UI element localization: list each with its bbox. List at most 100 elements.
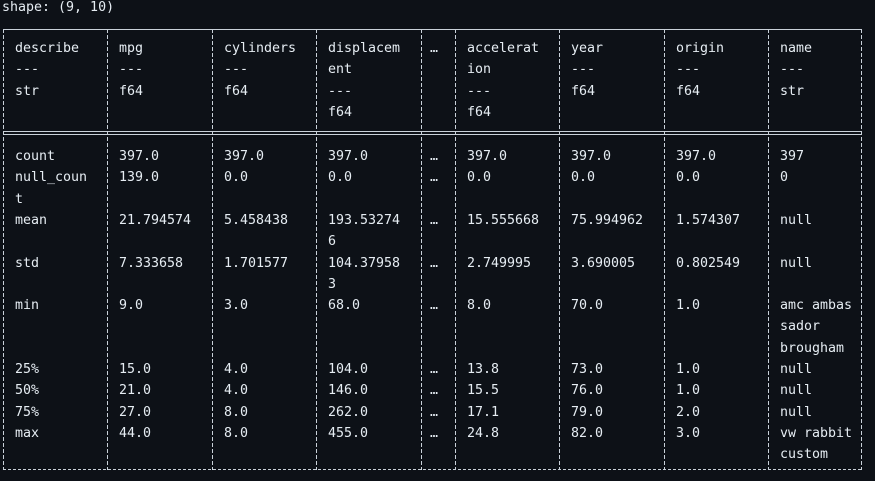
row-label: 75%: [15, 404, 40, 420]
table-cell: 262.0: [328, 404, 369, 420]
table-cell: 104.37958: [328, 255, 401, 271]
column-header: f64: [119, 83, 144, 99]
table-cell: 17.1: [467, 404, 500, 420]
table-cell: 76.0: [571, 383, 604, 399]
column-header: displacem: [328, 41, 401, 56]
table-cell: 1.0: [676, 298, 701, 314]
table-cell: 44.0: [119, 425, 152, 441]
table-cell: 21.794574: [119, 212, 192, 228]
table-cell: 397.0: [119, 149, 160, 164]
table-cell: 0.0: [224, 170, 249, 186]
table-cell: 1.0: [676, 383, 701, 399]
table-cell: 397.0: [328, 149, 369, 164]
table-cell: …: [430, 255, 439, 271]
table-cell: brougham: [780, 340, 845, 356]
table-cell: 3.0: [224, 298, 249, 314]
table-cell: 397.0: [224, 149, 265, 164]
table-cell: 146.0: [328, 383, 369, 399]
table-cell: 3.690005: [571, 255, 636, 271]
row-label: 25%: [15, 362, 40, 377]
dataframe-table: describe --- str mpg --- f64 cylinders --- f64 di…: [3, 27, 864, 472]
table-cell: 0.0: [467, 170, 492, 186]
table-cell: …: [430, 170, 439, 186]
column-header: ---: [15, 62, 40, 78]
column-header: ---: [676, 62, 701, 78]
table-cell: 104.0: [328, 362, 369, 377]
table-cell: …: [430, 298, 439, 314]
table-grid-lines: [3, 29, 862, 470]
row-label: null_coun: [15, 170, 88, 186]
column-header: ---: [328, 83, 353, 99]
table-cell: null: [780, 212, 813, 228]
table-cell: 6: [328, 234, 337, 250]
shape-label: shape: (9, 10): [2, 0, 115, 15]
table-cell: null: [780, 404, 813, 420]
table-cell: 397.0: [571, 149, 612, 164]
table-cell: 15.0: [119, 362, 152, 377]
table-cell: …: [430, 212, 439, 228]
column-header: ent: [328, 62, 353, 78]
table-cell: 13.8: [467, 362, 500, 377]
column-header: f64: [328, 104, 353, 120]
column-header: mpg: [119, 41, 144, 56]
table-cell: 0.802549: [676, 255, 741, 271]
table-cell: 0.0: [571, 170, 596, 186]
table-cell: 8.0: [224, 404, 249, 420]
table-cell: 4.0: [224, 383, 249, 399]
row-label: t: [15, 191, 24, 207]
row-label: std: [15, 255, 40, 271]
table-cell: vw rabbit: [780, 425, 853, 441]
column-header: cylinders: [224, 41, 297, 56]
table-cell: null: [780, 362, 813, 377]
column-header: year: [571, 41, 604, 56]
table-cell: 0.0: [328, 170, 353, 186]
column-header: …: [430, 41, 439, 56]
table-cell: 70.0: [571, 298, 604, 314]
table-cell: 3.0: [676, 425, 701, 441]
table-cell: 21.0: [119, 383, 152, 399]
column-header: f64: [571, 83, 596, 99]
table-cell: 0.0: [676, 170, 701, 186]
table-cell: null: [780, 255, 813, 271]
column-header: f64: [224, 83, 249, 99]
table-cell: 0: [780, 170, 789, 186]
table-cell: 68.0: [328, 298, 361, 314]
table-cell: 3: [328, 276, 337, 292]
table-cell: 1.0: [676, 362, 701, 377]
table-cell: …: [430, 383, 439, 399]
table-cell: 193.53274: [328, 212, 401, 228]
table-cell: 7.333658: [119, 255, 184, 271]
table-cell: 397: [780, 149, 805, 164]
column-header: name: [780, 41, 813, 56]
column-header: str: [15, 83, 40, 99]
table-cell: 2.0: [676, 404, 701, 420]
column-header: ---: [467, 83, 492, 99]
table-cell: 75.994962: [571, 212, 644, 228]
row-label: count: [15, 149, 56, 164]
table-cell: 139.0: [119, 170, 160, 186]
table-cell: 27.0: [119, 404, 152, 420]
table-cell: 8.0: [467, 298, 492, 314]
column-header: accelerat: [467, 41, 540, 56]
table-cell: null: [780, 383, 813, 399]
table-cell: 8.0: [224, 425, 249, 441]
table-cell: 82.0: [571, 425, 604, 441]
table-cell: 24.8: [467, 425, 500, 441]
table-cell: …: [430, 149, 439, 164]
table-cell: 455.0: [328, 425, 369, 441]
column-header: ion: [467, 62, 492, 78]
column-header: f64: [676, 83, 701, 99]
table-cell: sador: [780, 319, 821, 335]
table-cell: 397.0: [467, 149, 508, 164]
table-cell: …: [430, 404, 439, 420]
column-header: ---: [780, 62, 805, 78]
table-cell: 1.574307: [676, 212, 741, 228]
table-cell: 9.0: [119, 298, 144, 314]
table-cell: 2.749995: [467, 255, 532, 271]
column-header: f64: [467, 104, 492, 120]
table-cell: …: [430, 362, 439, 377]
table-cell: 5.458438: [224, 212, 289, 228]
table-cell: 4.0: [224, 362, 249, 377]
row-label: max: [15, 425, 40, 441]
table-cell: 1.701577: [224, 255, 289, 271]
